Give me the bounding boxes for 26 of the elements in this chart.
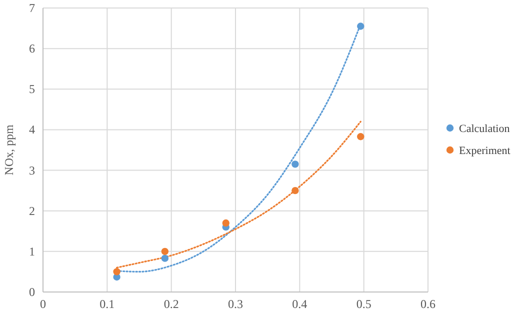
point [292, 160, 299, 168]
x-tick-label: 0.6 [420, 297, 436, 311]
x-tick-label: 0.5 [356, 297, 372, 311]
point [161, 248, 169, 256]
y-tick-label: 3 [29, 163, 35, 178]
y-tick-label: 1 [29, 244, 35, 258]
y-tick-label: 5 [29, 82, 35, 96]
x-tick-label: 0.2 [164, 297, 179, 311]
x-tick-label: 0.1 [100, 297, 115, 311]
point [357, 133, 364, 140]
y-tick-label: 0 [29, 285, 35, 299]
point [357, 22, 364, 30]
y-tick-label: 4 [29, 122, 35, 137]
y-tick-label: 7 [29, 1, 35, 15]
legend-label: Experiment [459, 145, 510, 157]
point [161, 254, 169, 262]
y-axis-title: NOx, ppm [2, 124, 16, 176]
x-tick-label: 0.4 [292, 297, 308, 311]
point [222, 219, 230, 227]
x-tick-label: 0.3 [228, 297, 243, 311]
point [292, 186, 299, 194]
y-tick-label: 6 [29, 42, 35, 56]
y-tick-label: 2 [29, 204, 35, 218]
x-tick-label: 0 [40, 297, 46, 311]
point [113, 268, 120, 276]
legend-label: Calculation [459, 123, 510, 135]
